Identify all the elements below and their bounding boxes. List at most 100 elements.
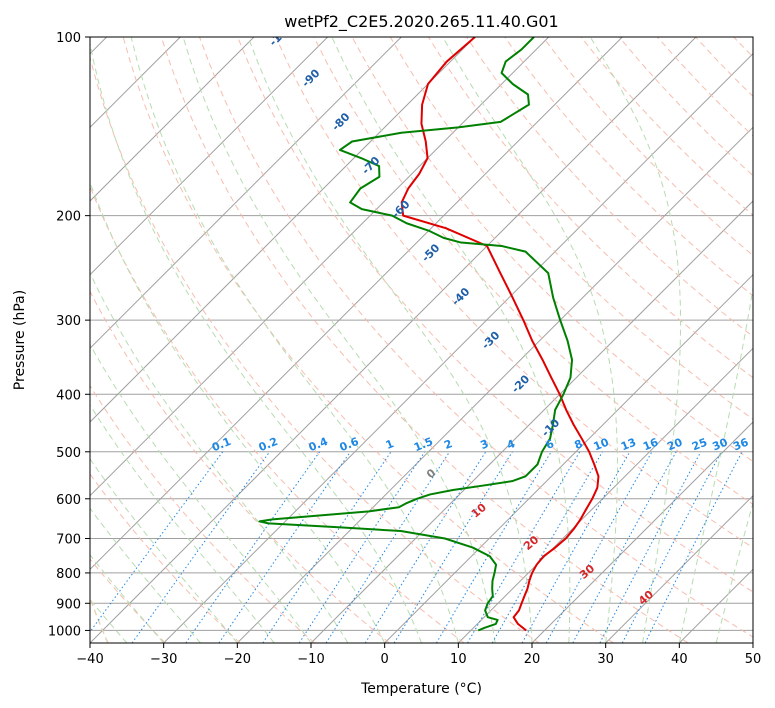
- mixing-ratio-label: 30: [711, 436, 730, 454]
- moist-adiabat-line: [90, 41, 422, 643]
- moist-adiabat-line: [90, 272, 349, 643]
- dry-adiabat-label: -40: [449, 285, 472, 308]
- isotherm-line: [457, 347, 753, 643]
- moist-adiabat-line: [130, 37, 459, 643]
- dry-adiabat-line: [504, 37, 753, 297]
- x-tick-label: 50: [745, 652, 762, 667]
- moist-adiabat-label: 30: [577, 562, 597, 582]
- moist-adiabat-line: [589, 37, 682, 643]
- moist-adiabat-line: [90, 404, 275, 643]
- dry-adiabat-line: [466, 37, 753, 338]
- moist-adiabat-line: [90, 343, 312, 643]
- mixing-ratio-label: 10: [592, 436, 611, 454]
- mixing-ratio-label: 20: [665, 436, 684, 454]
- dry-adiabat-line: [542, 37, 753, 256]
- line-labels: 0.1 0.2 0.4 0.6 1 1.5 2 3 4 6 8 10 13 16 20 25 30 36-100-…: [210, 37, 751, 608]
- dry-adiabat-line: [389, 37, 753, 420]
- dry-adiabat-line: [199, 37, 753, 638]
- dry-adiabat-line: [695, 37, 753, 98]
- x-axis-label: Temperature (°C): [360, 681, 482, 697]
- isotherm-line: [90, 37, 329, 276]
- axes: −40 −30 −20 −10 0 10 20 30 40 50 100 200 300 400 500 60…: [48, 31, 761, 667]
- moist-adiabat-line: [442, 37, 618, 643]
- y-tick-label: 300: [56, 314, 81, 329]
- dry-adiabat-label: -50: [419, 241, 442, 264]
- moist-adiabat-line: [90, 553, 165, 643]
- x-tick-label: −20: [224, 652, 251, 667]
- profile-series: [258, 37, 600, 632]
- x-tick-label: 40: [671, 652, 688, 667]
- isotherm-line: [384, 273, 753, 643]
- x-tick-label: 20: [524, 652, 541, 667]
- y-tick-label: 1000: [48, 624, 81, 639]
- isotherm-line: [90, 37, 255, 202]
- moist-adiabat-line: [90, 507, 201, 643]
- mixing-ratio-label: 8: [572, 437, 584, 452]
- y-tick-label: 100: [56, 31, 81, 46]
- moist-adiabat-line: [90, 181, 386, 643]
- dewpoint-profile: [258, 37, 574, 632]
- mixing-ratio-label: 1: [384, 437, 396, 452]
- x-tick-label: 10: [450, 652, 467, 667]
- moist-adiabat-line: [247, 37, 533, 643]
- y-tick-label: 800: [56, 567, 81, 582]
- dry-adiabat-line: [90, 473, 241, 643]
- moist-adiabat-line: [182, 37, 496, 643]
- dry-adiabat-line: [90, 596, 109, 643]
- mixing-ratio-line: [262, 451, 392, 643]
- y-tick-label: 900: [56, 597, 81, 612]
- mixing-ratio-line: [621, 451, 722, 643]
- mixing-ratio-label: 25: [690, 436, 709, 454]
- moist-adiabat-label: 20: [521, 533, 541, 553]
- mixing-ratio-line: [218, 451, 351, 643]
- isotherm-line: [531, 421, 753, 643]
- mixing-ratio-line: [521, 451, 631, 643]
- temperature-profile: [400, 37, 600, 632]
- dry-adiabat-label: -90: [299, 66, 322, 89]
- isotherm-line: [752, 642, 753, 643]
- isotherm-line: [90, 37, 550, 497]
- isotherm-line: [605, 494, 753, 643]
- mixing-ratio-line: [364, 451, 487, 643]
- dry-adiabat-label: -10: [539, 416, 562, 439]
- y-tick-label: 600: [56, 493, 81, 508]
- y-axis-label: Pressure (hPa): [12, 290, 28, 390]
- dry-adiabat-line: [237, 37, 753, 593]
- dry-adiabat-line: [90, 185, 465, 643]
- isotherm-line: [236, 126, 753, 643]
- mixing-ratio-label: 6: [544, 437, 556, 452]
- dry-adiabat-line: [160, 37, 689, 643]
- mixing-ratio-line: [644, 451, 743, 643]
- plot-frame: [89, 36, 754, 644]
- mixing-ratio-label: 13: [619, 436, 638, 454]
- chart-title: wetPf2_C2E5.2020.265.11.40.G01: [284, 12, 558, 32]
- dry-adiabat-label: -80: [329, 110, 352, 133]
- mixing-ratio-label: 36: [731, 436, 750, 454]
- mixing-ratio-line: [545, 451, 653, 643]
- dry-adiabat-line: [427, 37, 753, 379]
- x-tick-label: 30: [597, 652, 614, 667]
- y-tick-label: 200: [56, 210, 81, 225]
- dry-adiabat-line: [351, 37, 753, 463]
- mixing-ratio-line: [599, 451, 702, 643]
- isotherm-line: [90, 37, 623, 571]
- mixing-ratio-label: 16: [641, 436, 660, 454]
- dry-adiabat-line: [580, 37, 753, 216]
- mixing-ratio-line: [298, 451, 426, 643]
- moist-adiabat-label: 40: [636, 588, 656, 608]
- dry-adiabat-line: [122, 37, 614, 643]
- dry-adiabat-line: [0, 37, 5, 643]
- mixing-ratio-line: [131, 451, 271, 643]
- dry-adiabat-line: [90, 290, 390, 643]
- mixing-ratio-line: [185, 451, 320, 643]
- isotherm-line: [90, 37, 476, 423]
- moist-adiabat-line: [331, 37, 571, 643]
- dry-adiabat-line: [313, 37, 753, 505]
- y-tick-label: 400: [56, 388, 81, 403]
- dry-adiabat-line: [275, 37, 753, 549]
- moist-adiabat-line: [678, 284, 753, 643]
- mixing-ratio-label: 4: [505, 437, 517, 452]
- mixing-ratio-line: [435, 451, 552, 643]
- dry-adiabat-line: [656, 37, 753, 137]
